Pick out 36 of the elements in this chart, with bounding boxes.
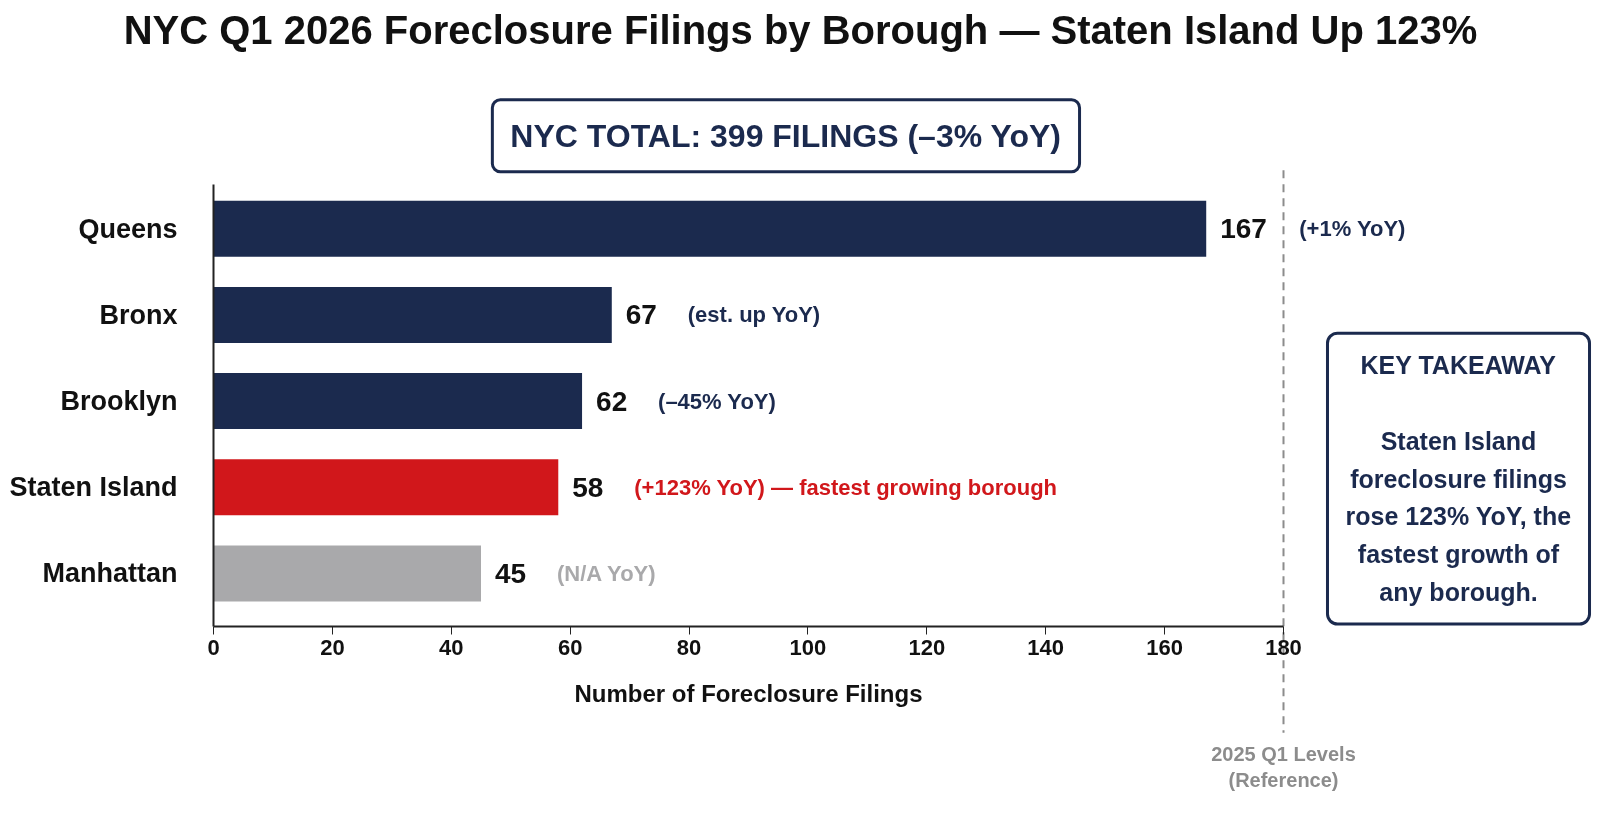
y-tick-label: Queens	[78, 213, 178, 244]
x-tick-label: 80	[676, 634, 702, 660]
text: (+1% YoY)	[1299, 216, 1406, 242]
x-tick-label: 120	[908, 634, 946, 660]
x-tick-label: 180	[1265, 634, 1302, 660]
chart-title: NYC Q1 2026 Foreclosure Filings by Borough — Staten Island Up 123%	[123, 7, 1478, 52]
annotation: (+123% YoY) — fastest growing borough	[634, 474, 1058, 500]
data-label: 45	[495, 557, 527, 589]
ref-line-label: 2025 Q1 Levels (Reference)	[1211, 743, 1356, 792]
x-axis-title: Number of Foreclosure Filings	[574, 679, 923, 707]
data-label: 67	[625, 299, 657, 331]
bar	[213, 286, 612, 343]
x-tick-label: 100	[789, 634, 827, 660]
x-tick-label: 60	[557, 634, 583, 660]
data-label: 62	[596, 385, 628, 417]
x-tick-label: 40	[439, 634, 464, 660]
annotation: (–45% YoY)	[658, 388, 776, 414]
y-tick-label: Bronx	[99, 299, 178, 330]
x-tick-label: 0	[207, 634, 220, 660]
chart-subtitle: NYC TOTAL: 399 FILINGS (–3% YoY)	[510, 117, 1061, 154]
data-label: 167	[1220, 213, 1267, 245]
x-tick-label: 20	[320, 634, 345, 660]
data-label: 58	[572, 471, 604, 503]
bar	[213, 200, 1207, 257]
x-tick-label: 140	[1027, 634, 1065, 660]
y-tick-label: Brooklyn	[60, 386, 178, 417]
y-tick-label: Staten Island	[9, 472, 178, 503]
text: KEY TAKEAWAY	[1360, 351, 1557, 380]
y-tick-label: Manhattan	[42, 558, 178, 589]
x-tick-label: 160	[1146, 634, 1183, 660]
bar	[213, 459, 559, 516]
text: Staten Island foreclosure filings rose 123% YoY, the fastest growth of any borough.	[1345, 426, 1572, 607]
bar	[213, 545, 481, 602]
bar	[213, 373, 583, 430]
annotation: (N/A YoY)	[557, 560, 656, 586]
annotation: (est. up YoY)	[687, 302, 821, 328]
